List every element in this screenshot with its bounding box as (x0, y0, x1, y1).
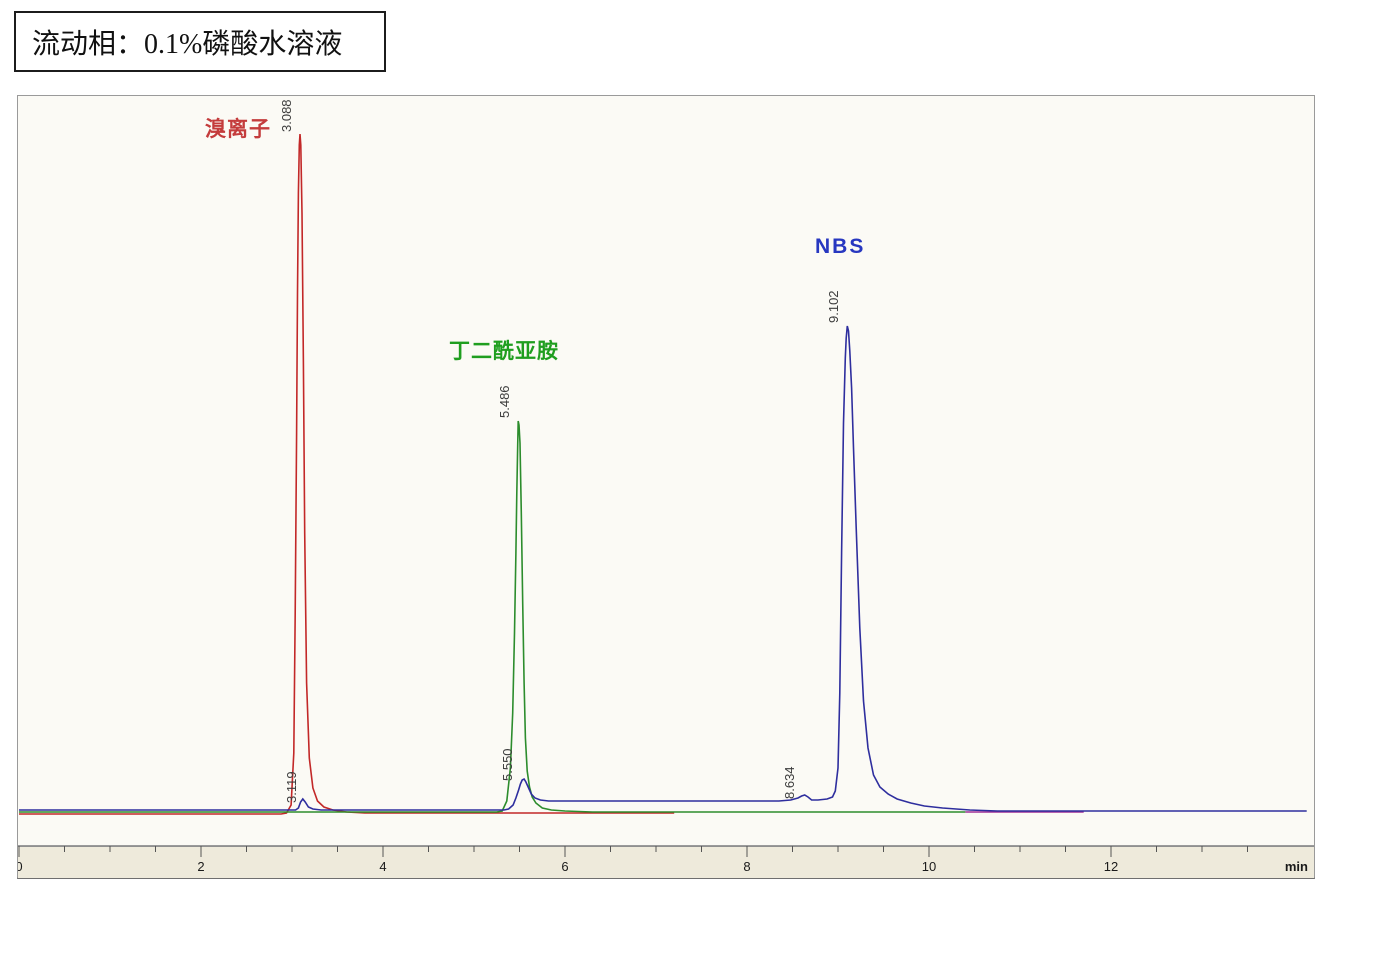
plot-area: 溴离子 丁二酰亚胺 NBS 3.088 3.119 5.486 5.550 8.… (18, 96, 1314, 845)
axis-tick-label: 12 (1103, 859, 1119, 874)
rt-label-3119: 3.119 (284, 771, 299, 803)
axis-tick-label: 0 (18, 859, 23, 874)
axis-tick-label: 10 (921, 859, 937, 874)
x-axis-ticks (18, 846, 1314, 857)
rt-label-8634: 8.634 (782, 766, 797, 799)
peak-label-nbs: NBS (815, 235, 866, 258)
rt-label-5550: 5.550 (500, 748, 515, 781)
peak-label-bromide: 溴离子 (205, 118, 271, 141)
chromatogram-traces (19, 133, 1307, 815)
rt-label-9102: 9.102 (826, 290, 841, 323)
rt-label-3088: 3.088 (279, 99, 294, 132)
mobile-phase-box: 流动相：0.1%磷酸水溶液 (14, 11, 386, 72)
axis-tick-label: 2 (197, 859, 205, 874)
x-axis-unit-label: min (1284, 859, 1308, 874)
rt-label-5486: 5.486 (497, 385, 512, 418)
chromatogram-panel: 溴离子 丁二酰亚胺 NBS 3.088 3.119 5.486 5.550 8.… (17, 95, 1315, 879)
mobile-phase-label: 流动相：0.1%磷酸水溶液 (32, 28, 343, 60)
trace-nbs (19, 325, 1307, 812)
peak-label-succinimide: 丁二酰亚胺 (449, 340, 559, 363)
trace-bromide (19, 133, 675, 815)
x-axis-strip: 0 2 4 6 8 10 12 min (18, 845, 1314, 878)
trace-succinimide (19, 420, 966, 813)
axis-tick-label: 6 (561, 859, 569, 874)
axis-tick-label: 4 (379, 859, 387, 874)
axis-tick-label: 8 (743, 859, 751, 874)
